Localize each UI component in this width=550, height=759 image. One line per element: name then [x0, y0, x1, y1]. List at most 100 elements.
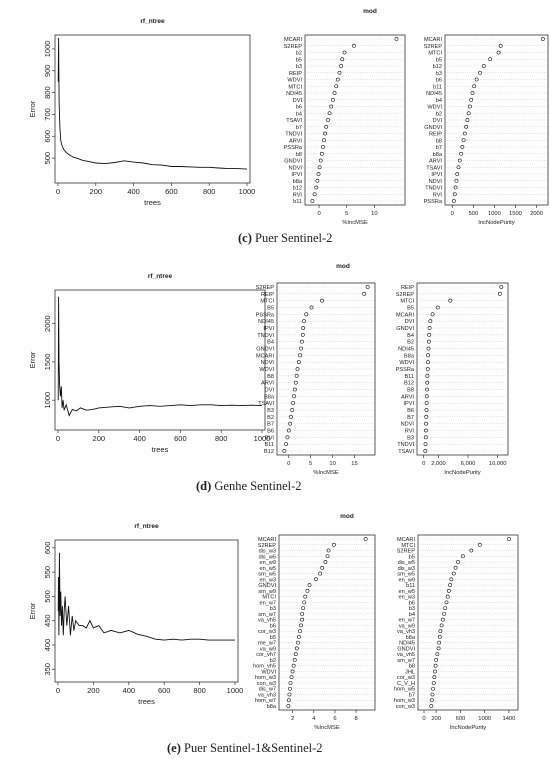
- importance-point: [435, 652, 440, 657]
- x-tick-label: 8: [355, 716, 358, 722]
- importance-point: [316, 172, 321, 176]
- importance-point: [288, 681, 293, 685]
- y-tick-label: 600: [43, 542, 52, 555]
- importance-point: [301, 606, 306, 611]
- importance-point: [300, 332, 305, 337]
- importance-point: [437, 640, 442, 645]
- variable-label: b12: [433, 64, 442, 70]
- x-axis-label: IncNodePurity: [478, 220, 515, 226]
- importance-point: [305, 588, 310, 593]
- x-tick-label: 4: [312, 716, 316, 722]
- panel-e: rf_ntree 0 200 400 600 800 1000 350 400 450 500 550…: [28, 513, 519, 731]
- variable-label: DVI: [433, 118, 443, 124]
- x-tick-label: 1000: [239, 187, 256, 196]
- y-tick-label: 400: [43, 639, 52, 652]
- variable-label: B7: [407, 415, 414, 421]
- importance-point: [425, 367, 430, 371]
- chart-title: rf_ntree: [134, 523, 159, 530]
- caption-c: (c) Puer Sentinel-2: [238, 231, 332, 245]
- variable-label: b6: [270, 623, 276, 629]
- importance-point: [394, 37, 399, 41]
- x-tick-label: 600: [158, 686, 171, 695]
- variable-label: NDVI: [429, 179, 443, 185]
- variable-label: va_vh5: [397, 652, 415, 658]
- importance-point: [303, 594, 308, 599]
- variable-label: b8a: [267, 704, 277, 710]
- importance-point: [363, 537, 368, 541]
- error-series-line: [57, 552, 235, 641]
- x-tick-label: 1000: [478, 716, 491, 722]
- variable-label: MTCI: [262, 595, 276, 601]
- caption-e-letter: (e): [167, 741, 181, 755]
- variable-label: b6: [296, 105, 302, 111]
- x-tick-label: 6,000: [461, 461, 476, 467]
- importance-point: [320, 298, 324, 303]
- importance-point: [507, 537, 511, 541]
- variable-label: C_V_H: [397, 681, 415, 687]
- importance-point: [434, 658, 439, 662]
- variable-label: b12: [293, 186, 302, 192]
- y-axis-label: Error: [28, 351, 37, 368]
- importance-point: [325, 554, 330, 559]
- y-tick-label: 600: [43, 130, 52, 143]
- variable-label: B2: [407, 340, 414, 346]
- variable-label: IPVI: [431, 172, 442, 178]
- variable-label: en_w7: [260, 600, 276, 606]
- importance-point: [302, 600, 307, 605]
- variable-label: B3: [407, 435, 414, 441]
- x-tick-label: 6: [333, 716, 336, 722]
- importance-point: [284, 442, 289, 447]
- x-tick-label: 200: [90, 187, 103, 196]
- importance-point: [425, 380, 430, 385]
- variable-label: B8: [267, 374, 274, 380]
- importance-point: [326, 548, 331, 553]
- importance-point: [449, 577, 454, 582]
- y-axis-label: Error: [28, 100, 37, 117]
- x-axis-label: trees: [152, 445, 169, 454]
- variable-label: b4: [296, 111, 302, 117]
- importance-point: [448, 583, 453, 587]
- importance-point: [445, 594, 450, 599]
- importance-point: [433, 669, 437, 674]
- variable-label: MCARI: [258, 537, 276, 543]
- chart-title: mod: [336, 263, 350, 270]
- x-tick-label: 800: [215, 434, 228, 443]
- importance-point: [299, 346, 303, 351]
- variable-label: NDI45: [398, 347, 414, 353]
- importance-point: [309, 305, 314, 310]
- variable-label: b4: [436, 98, 442, 104]
- y-tick-label: 1500: [43, 354, 52, 371]
- x-tick-label: 0: [422, 461, 425, 467]
- importance-point: [290, 669, 295, 674]
- importance-point: [340, 57, 345, 62]
- variable-label: TNDVI: [397, 442, 414, 448]
- importance-point: [313, 577, 318, 582]
- variable-label: B11: [264, 442, 274, 448]
- variable-label: PSSRa: [284, 145, 303, 151]
- importance-point: [426, 360, 430, 365]
- importance-point: [282, 449, 287, 453]
- y-tick-label: 800: [43, 86, 52, 99]
- importance-point: [481, 64, 486, 68]
- importance-point: [424, 428, 428, 433]
- importance-point: [464, 124, 469, 129]
- variable-label: dis_w3: [259, 549, 276, 555]
- importance-point: [472, 84, 477, 89]
- importance-point: [478, 70, 482, 75]
- x-tick-label: 0: [56, 686, 60, 695]
- importance-point: [322, 138, 326, 143]
- importance-point: [427, 332, 432, 337]
- variable-label: ARVI: [261, 381, 274, 387]
- importance-point: [302, 319, 306, 324]
- variable-label: B6: [267, 429, 274, 435]
- variable-label: MTCI: [401, 543, 415, 549]
- variable-label: b4: [409, 612, 415, 618]
- variable-label: dis_w5: [398, 560, 415, 566]
- y-tick-label: 1000: [43, 392, 52, 409]
- variable-label: b7: [436, 145, 442, 151]
- importance-point: [423, 449, 428, 453]
- importance-point: [329, 104, 334, 109]
- chart-title: mod: [363, 8, 377, 15]
- importance-point: [451, 571, 456, 576]
